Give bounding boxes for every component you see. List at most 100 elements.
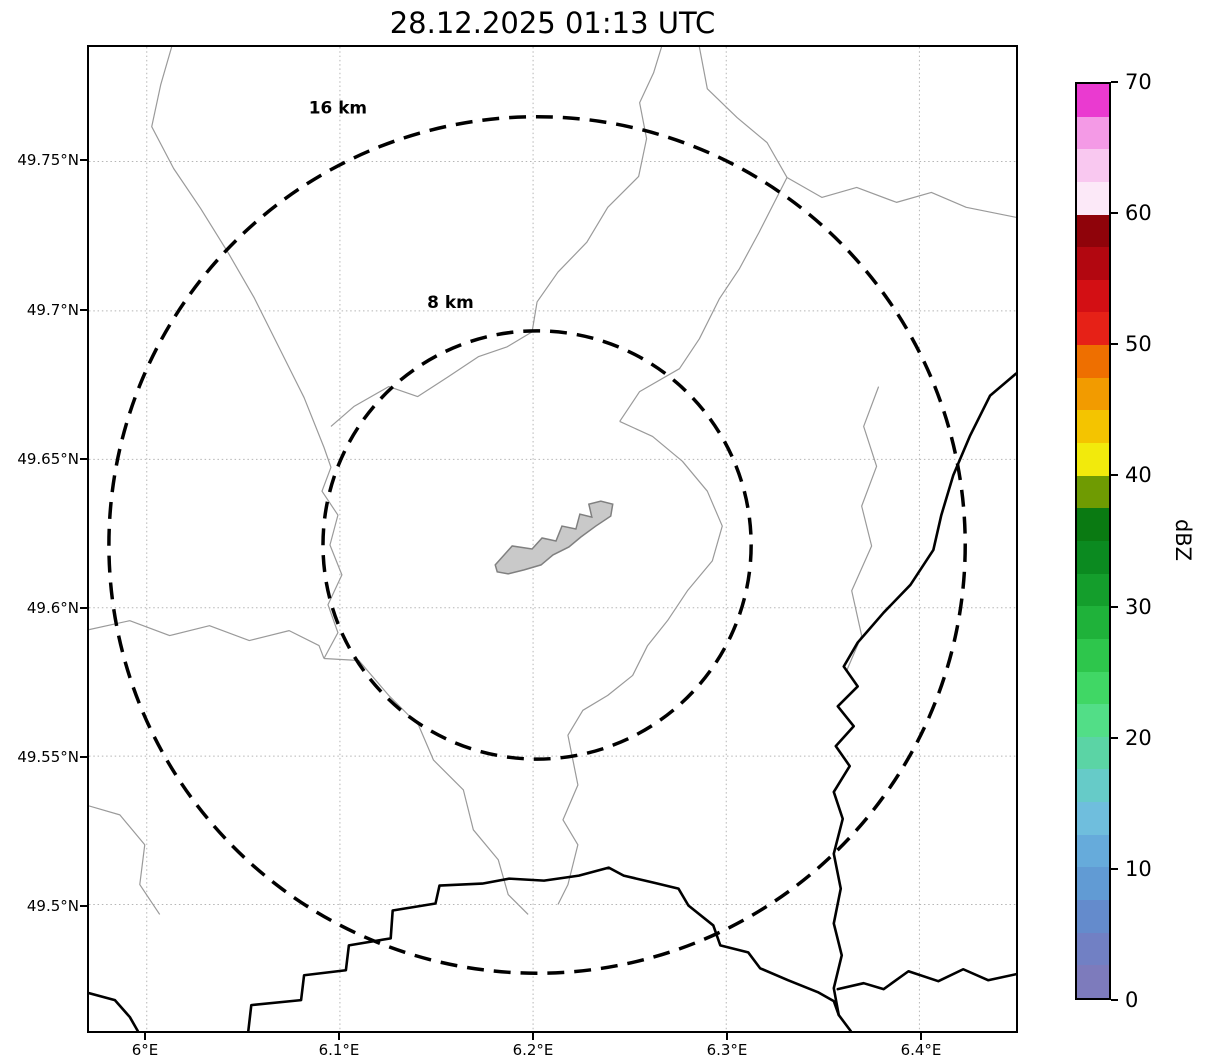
colorbar-tick: 20: [1111, 726, 1152, 750]
x-tick-label: 6.3°E: [706, 1041, 748, 1059]
colorbar-segment: [1077, 802, 1109, 835]
colorbar-tickmark: [1111, 736, 1118, 739]
y-tick-label: 49.55°N: [17, 748, 79, 766]
y-axis-tick: [80, 309, 87, 311]
x-axis: 6°E 6.1°E 6.2°E 6.3°E 6.4°E: [87, 1041, 1018, 1061]
y-axis-tick: [80, 607, 87, 609]
admin-boundary: [89, 805, 161, 915]
colorbar-segment: [1077, 671, 1109, 705]
colorbar-segment: [1077, 377, 1109, 411]
x-tick-label: 6°E: [131, 1041, 159, 1059]
colorbar-segment: [1077, 834, 1109, 868]
colorbar-tick-label: 40: [1125, 463, 1152, 488]
y-axis-tick: [80, 905, 87, 907]
colorbar-segment: [1077, 149, 1109, 182]
admin-boundaries: [89, 47, 1016, 915]
y-tick-label: 49.7°N: [26, 301, 79, 319]
grid-lines: [89, 47, 1016, 1031]
y-tick-label: 49.5°N: [26, 897, 79, 915]
ring-label-16km: 16 km: [309, 98, 367, 118]
colorbar-segment: [1077, 704, 1109, 737]
colorbar-segment: [1077, 508, 1109, 541]
x-axis-tick: [920, 1033, 922, 1040]
colorbar-segment: [1077, 247, 1109, 280]
colorbar-tick-label: 60: [1125, 201, 1152, 226]
colorbar-segment: [1077, 736, 1109, 770]
colorbar-tick: 10: [1111, 857, 1152, 881]
x-tick-label: 6.2°E: [512, 1041, 554, 1059]
x-axis-tick: [338, 1033, 340, 1040]
country-borders: [89, 372, 1016, 1031]
colorbar-tickmark: [1111, 474, 1118, 477]
admin-boundary: [557, 420, 723, 905]
colorbar-tick: 40: [1111, 463, 1152, 487]
x-tick-label: 6.4°E: [900, 1041, 942, 1059]
southeast-border: [836, 967, 1016, 991]
y-tick-label: 49.6°N: [26, 599, 79, 617]
admin-boundary: [698, 47, 1016, 218]
x-axis-tick: [726, 1033, 728, 1040]
colorbar-segment: [1077, 867, 1109, 901]
admin-boundary: [323, 657, 529, 915]
colorbar-gradient: [1075, 82, 1111, 1000]
admin-boundary: [330, 47, 663, 427]
colorbar-tick: 50: [1111, 332, 1152, 356]
colorbar-tick-label: 0: [1125, 988, 1139, 1012]
colorbar-segment: [1077, 638, 1109, 672]
colorbar-segment: [1077, 279, 1109, 313]
y-axis-tick: [80, 756, 87, 758]
x-tick-label: 6.1°E: [318, 1041, 360, 1059]
colorbar-tick: 70: [1111, 70, 1152, 94]
colorbar-segment: [1077, 312, 1109, 346]
colorbar-axis-label: dBZ: [1171, 518, 1195, 562]
colorbar-tick: 60: [1111, 201, 1152, 225]
x-axis-tick: [144, 1033, 146, 1040]
range-ring-16km: [107, 114, 967, 975]
colorbar-tick-label: 70: [1125, 70, 1152, 94]
colorbar-segment: [1077, 84, 1109, 117]
y-axis-tick: [80, 159, 87, 161]
colorbar-ticks: 0 10 20 30 40 50 60 70: [1111, 70, 1191, 1012]
y-tick-label: 49.65°N: [17, 450, 79, 468]
colorbar-tick-label: 30: [1125, 594, 1152, 619]
colorbar-segment: [1077, 410, 1109, 444]
colorbar-segment: [1077, 475, 1109, 509]
colorbar-segment: [1077, 116, 1109, 150]
admin-boundary: [151, 47, 343, 659]
colorbar-tickmark: [1111, 605, 1118, 608]
colorbar-tickmark: [1111, 999, 1118, 1001]
admin-boundary: [846, 386, 880, 671]
colorbar-segment: [1077, 214, 1109, 248]
colorbar-segment: [1077, 181, 1109, 215]
colorbar-tick: 30: [1111, 595, 1152, 619]
colorbar-segment: [1077, 540, 1109, 574]
colorbar-segment: [1077, 932, 1109, 966]
y-axis-tick: [80, 458, 87, 460]
range-rings: 16 km 8 km: [107, 98, 967, 975]
southern-border: [247, 866, 841, 1031]
southwest-border: [89, 991, 140, 1031]
colorbar-segment: [1077, 443, 1109, 476]
map-plot: 16 km 8 km: [87, 45, 1018, 1033]
colorbar-segment: [1077, 606, 1109, 639]
ring-label-8km: 8 km: [427, 292, 474, 312]
colorbar-tick-label: 20: [1125, 725, 1152, 750]
colorbar-segment: [1077, 769, 1109, 803]
y-tick-label: 49.75°N: [17, 151, 79, 169]
admin-boundary: [89, 620, 325, 659]
colorbar-tickmark: [1111, 212, 1118, 215]
y-axis: 49.75°N 49.7°N 49.65°N 49.6°N 49.55°N 49…: [0, 45, 82, 1033]
colorbar-tickmark: [1111, 867, 1118, 870]
river-border: [832, 372, 1016, 1031]
colorbar-tickmark: [1111, 81, 1118, 83]
colorbar-tickmark: [1111, 343, 1118, 346]
colorbar-segment: [1077, 900, 1109, 933]
colorbar-tick-label: 10: [1125, 856, 1152, 881]
map-canvas: 16 km 8 km: [89, 47, 1016, 1031]
colorbar-tick-label: 50: [1125, 332, 1152, 357]
colorbar-segment: [1077, 573, 1109, 607]
admin-boundary: [619, 177, 788, 422]
city-area-polygon: [494, 500, 614, 575]
colorbar-segment: [1077, 965, 1109, 998]
